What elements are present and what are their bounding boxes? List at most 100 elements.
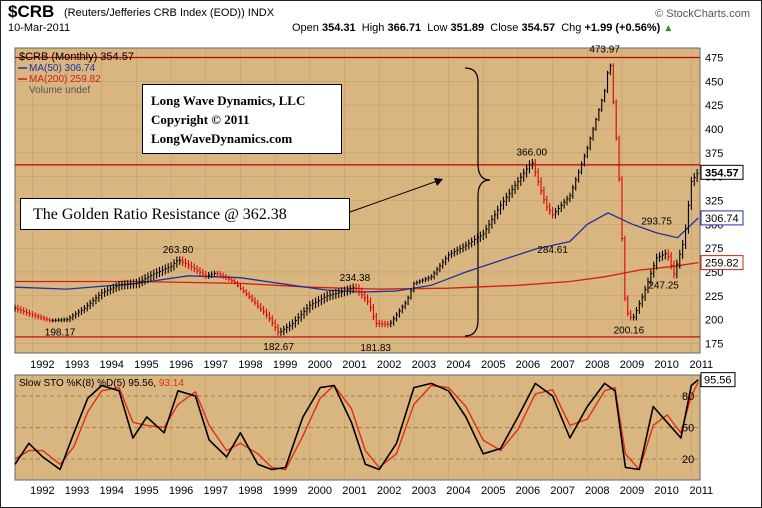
y-tick-label: 475 [705, 53, 723, 65]
x-tick-label: 1993 [65, 485, 89, 497]
price-point-labels: 198.17 263.80 182.67 234.38 181.83 366.00 284.… [45, 45, 680, 354]
brace-shape [464, 67, 491, 337]
open-value: 354.31 [321, 22, 356, 34]
price-x-axis: 1992 1993 1994 1995 1996 1997 1998 1999 2000 2001… [30, 359, 713, 371]
x-tick-label: 2003 [412, 359, 436, 371]
x-tick-label: 1998 [238, 359, 262, 371]
x-tick-label: 1992 [30, 359, 54, 371]
low-label: Low [427, 22, 448, 34]
quote-date: 10-Mar-2011 [8, 22, 71, 34]
x-tick-label: 1999 [273, 485, 297, 497]
x-tick-label: 2009 [620, 485, 644, 497]
right-value-tags: 354.57 306.74 259.82 [700, 164, 744, 271]
high-label: High [361, 22, 385, 34]
price-point-label: 247.25 [648, 281, 679, 292]
y-tick-label: 425 [705, 100, 723, 112]
chg-up-arrow-icon: ▲ [663, 23, 674, 34]
y-tick-label: 375 [705, 148, 723, 160]
x-tick-label: 2000 [308, 359, 332, 371]
golden-ratio-box: The Golden Ratio Resistance @ 362.38 [20, 198, 350, 230]
x-tick-label: 2008 [585, 485, 609, 497]
low-value: 351.89 [450, 22, 485, 34]
stoch-series: 95.56 [14, 372, 736, 471]
stoch-d-line [14, 381, 699, 471]
x-tick-label: 1996 [169, 485, 193, 497]
close-label: Close [490, 22, 519, 34]
x-tick-label: 2011 [690, 359, 714, 371]
brand: © StockCharts.com [655, 8, 750, 20]
stoch-value-tag-box [700, 372, 736, 388]
stoch-legend: Slow STO %K(8) %D(5) 95.56, 93.14 [19, 378, 184, 389]
x-tick-label: 2000 [308, 485, 332, 497]
x-tick-label: 2007 [550, 359, 574, 371]
brace-annotation [349, 67, 491, 337]
value-tag-label: 259.82 [705, 258, 739, 270]
close-value: 354.57 [521, 22, 556, 34]
company-name: Long Wave Dynamics, LLC [151, 93, 306, 108]
symbol-description: (Reuters/Jefferies CRB Index (EOD)) INDX [64, 7, 275, 19]
x-tick-label: 2011 [690, 485, 714, 497]
x-tick-label: 1992 [30, 485, 54, 497]
x-tick-label: 2010 [654, 359, 678, 371]
x-tick-label: 2006 [516, 359, 540, 371]
y-tick-label: 325 [705, 196, 723, 208]
stoch-y-axis: 20 50 80 [682, 391, 694, 466]
x-tick-label: 1996 [169, 359, 193, 371]
price-point-label: 366.00 [516, 147, 547, 158]
x-tick-label: 2004 [446, 485, 470, 497]
x-tick-label: 1995 [134, 359, 158, 371]
x-tick-label: 2001 [342, 359, 366, 371]
x-tick-label: 1994 [99, 359, 123, 371]
legend-ma50: MA(50) 306.74 [29, 63, 96, 74]
resistance-lines [15, 56, 700, 338]
x-tick-label: 1994 [99, 485, 123, 497]
copyright-text: Copyright © 2011 [151, 112, 250, 127]
price-point-label: 263.80 [163, 245, 194, 256]
y-tick-label: 225 [705, 291, 723, 303]
x-tick-label: 2006 [516, 485, 540, 497]
y-tick-label: 175 [705, 338, 723, 350]
price-point-label: 284.61 [537, 245, 568, 256]
value-tag-label: 306.74 [705, 213, 739, 225]
quote-line: Open 354.31 High 366.71 Low 351.89 Close… [292, 22, 673, 34]
price-point-label: 293.75 [641, 216, 672, 227]
x-tick-label: 2001 [342, 485, 366, 497]
y-tick-label: 400 [705, 124, 723, 136]
price-point-label: 198.17 [45, 327, 76, 338]
x-tick-label: 2010 [654, 485, 678, 497]
legend-main: $CRB (Monthly) 354.57 [19, 51, 134, 63]
stoch-y-tick-label: 20 [682, 454, 694, 466]
stoch-k-line [14, 379, 699, 471]
arrow-head-icon [434, 178, 443, 186]
x-tick-label: 2005 [481, 485, 505, 497]
price-point-label: 473.97 [589, 45, 620, 56]
value-tag-label: 354.57 [705, 167, 739, 179]
ma50-line [14, 212, 699, 293]
price-point-label: 234.38 [340, 273, 371, 284]
price-point-label: 200.16 [614, 325, 645, 336]
price-y-axis: 175200225250275300325350375400425450475 [705, 53, 723, 351]
x-tick-label: 1997 [204, 485, 228, 497]
x-tick-label: 2003 [412, 485, 436, 497]
price-series [14, 63, 699, 336]
x-tick-label: 1993 [65, 359, 89, 371]
ma200-line [15, 261, 699, 290]
legend-stoch-k: Slow STO %K(8) %D(5) 95.56, [19, 378, 159, 389]
legend-stoch: Slow STO %K(8) %D(5) 95.56, 93.14 [19, 378, 184, 389]
x-tick-label: 2007 [550, 485, 574, 497]
value-tag-box [700, 255, 744, 271]
legend-stoch-d: 93.14 [159, 378, 184, 389]
y-tick-label: 450 [705, 76, 723, 88]
high-value: 366.71 [387, 22, 422, 34]
stoch-y-tick-label: 50 [682, 423, 694, 435]
arrow-line [349, 179, 441, 213]
x-tick-label: 1995 [134, 485, 158, 497]
legend-ma200: MA(200) 259.82 [29, 74, 101, 85]
x-tick-label: 2002 [377, 485, 401, 497]
value-tag-box [700, 210, 744, 226]
price-point-label: 181.83 [360, 343, 391, 354]
x-tick-label: 2008 [585, 359, 609, 371]
x-tick-label: 2004 [446, 359, 470, 371]
symbol: $CRB [8, 2, 55, 21]
